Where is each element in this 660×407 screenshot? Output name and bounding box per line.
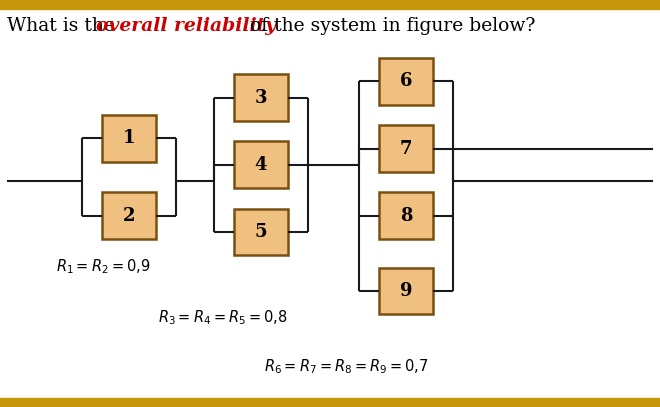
Text: 4: 4 (255, 156, 267, 174)
Text: 3: 3 (255, 89, 267, 107)
Text: $R_3 = R_4 = R_5 = 0{,}8$: $R_3 = R_4 = R_5 = 0{,}8$ (158, 308, 288, 327)
Text: of the system in figure below?: of the system in figure below? (244, 18, 535, 35)
FancyBboxPatch shape (102, 115, 156, 162)
Text: $R_6 = R_7 = R_8 = R_9 = 0{,}7$: $R_6 = R_7 = R_8 = R_9 = 0{,}7$ (264, 357, 428, 376)
Bar (0, 0, 660, 9)
Text: 5: 5 (254, 223, 267, 241)
FancyBboxPatch shape (379, 268, 433, 315)
Bar (0, 398, 660, 407)
FancyBboxPatch shape (102, 193, 156, 239)
Text: 7: 7 (400, 140, 412, 158)
Text: $R_1 = R_2 = 0{,}9$: $R_1 = R_2 = 0{,}9$ (56, 257, 150, 276)
Text: 8: 8 (400, 207, 412, 225)
Text: 9: 9 (400, 282, 412, 300)
FancyBboxPatch shape (234, 142, 288, 188)
Text: 1: 1 (123, 129, 135, 147)
Text: 6: 6 (400, 72, 412, 90)
FancyBboxPatch shape (234, 208, 288, 256)
FancyBboxPatch shape (379, 193, 433, 239)
FancyBboxPatch shape (379, 58, 433, 105)
FancyBboxPatch shape (379, 125, 433, 172)
Text: 2: 2 (123, 207, 135, 225)
Text: overall reliability: overall reliability (96, 18, 276, 35)
Text: What is the: What is the (7, 18, 121, 35)
FancyBboxPatch shape (234, 74, 288, 121)
